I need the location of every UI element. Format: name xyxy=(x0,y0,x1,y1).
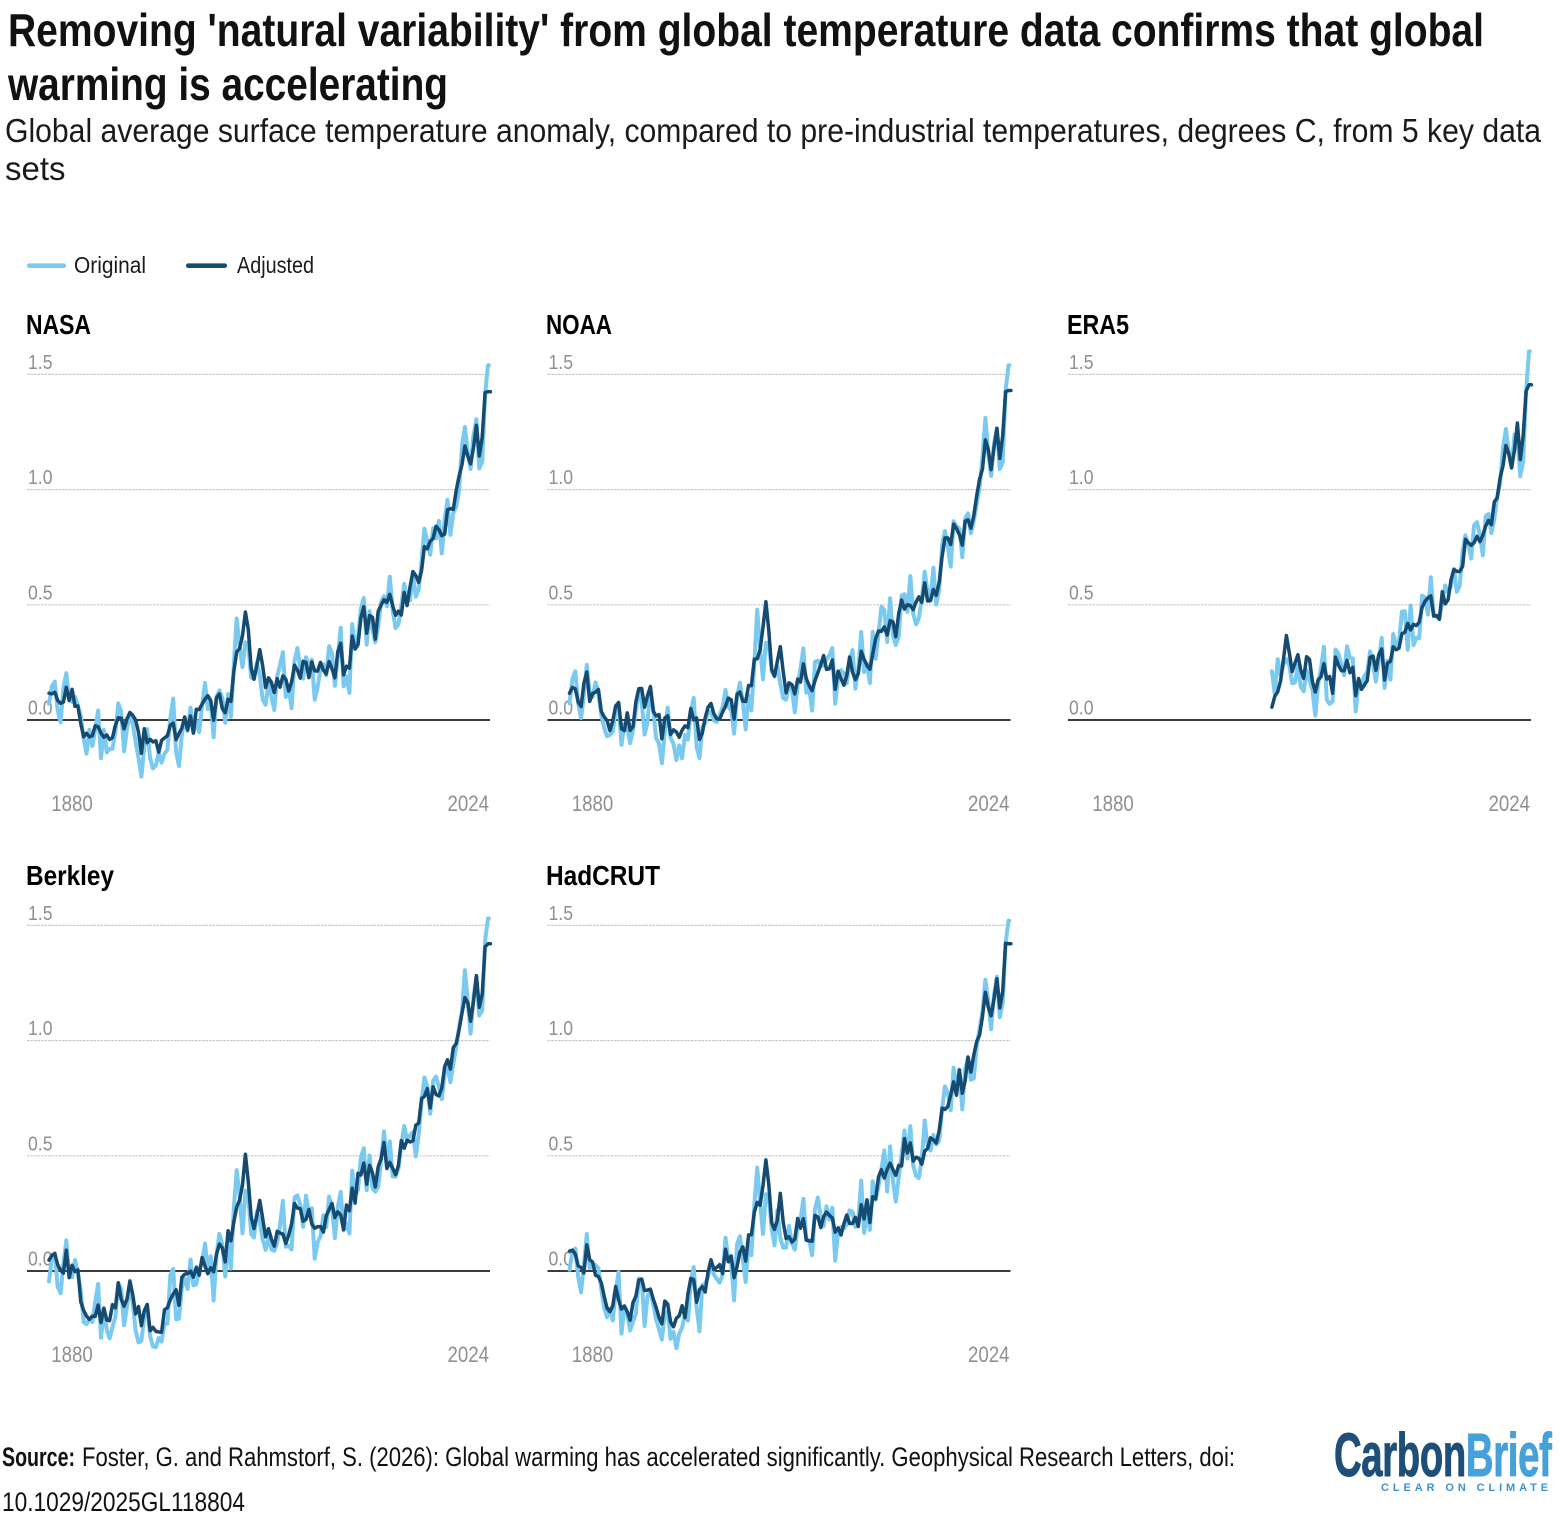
svg-text:0.0: 0.0 xyxy=(28,1249,53,1271)
svg-text:Global average surface tempera: Global average surface temperature anoma… xyxy=(5,112,1542,149)
svg-text:2024: 2024 xyxy=(448,791,490,816)
svg-text:Foster, G. and Rahmstorf, S. (: Foster, G. and Rahmstorf, S. (2026): Glo… xyxy=(82,1442,1235,1472)
svg-text:NASA: NASA xyxy=(26,309,91,340)
svg-text:0.5: 0.5 xyxy=(28,582,53,604)
svg-text:10.1029/2025GL118804: 10.1029/2025GL118804 xyxy=(2,1487,245,1517)
svg-text:1.5: 1.5 xyxy=(549,903,574,925)
svg-text:1.5: 1.5 xyxy=(28,352,53,374)
svg-text:0.5: 0.5 xyxy=(549,1133,574,1155)
svg-text:1.0: 1.0 xyxy=(28,467,53,489)
svg-text:CarbonBrief: CarbonBrief xyxy=(1334,1421,1553,1489)
svg-text:0.0: 0.0 xyxy=(549,698,574,720)
svg-text:ERA5: ERA5 xyxy=(1067,309,1129,340)
svg-text:CLEAR ON CLIMATE: CLEAR ON CLIMATE xyxy=(1381,1482,1552,1494)
svg-text:Removing 'natural variability': Removing 'natural variability' from glob… xyxy=(8,4,1484,56)
svg-text:1880: 1880 xyxy=(572,791,614,816)
svg-text:1.0: 1.0 xyxy=(549,467,574,489)
svg-text:0.0: 0.0 xyxy=(549,1249,574,1271)
svg-text:2024: 2024 xyxy=(448,1342,490,1367)
svg-text:2024: 2024 xyxy=(1489,791,1531,816)
svg-text:2024: 2024 xyxy=(968,1342,1010,1367)
svg-text:1.5: 1.5 xyxy=(549,352,574,374)
svg-text:1.0: 1.0 xyxy=(28,1018,53,1040)
svg-text:1.5: 1.5 xyxy=(28,903,53,925)
svg-text:warming is accelerating: warming is accelerating xyxy=(7,58,448,110)
svg-text:1880: 1880 xyxy=(51,791,93,816)
svg-text:1880: 1880 xyxy=(1092,791,1134,816)
svg-text:0.0: 0.0 xyxy=(28,698,53,720)
svg-text:0.5: 0.5 xyxy=(1069,582,1094,604)
svg-text:0.5: 0.5 xyxy=(549,582,574,604)
svg-text:1.0: 1.0 xyxy=(549,1018,574,1040)
svg-text:Adjusted: Adjusted xyxy=(237,252,314,278)
svg-text:NOAA: NOAA xyxy=(546,309,612,340)
svg-text:0.5: 0.5 xyxy=(28,1133,53,1155)
svg-text:HadCRUT: HadCRUT xyxy=(546,860,660,891)
svg-text:Source:: Source: xyxy=(2,1442,75,1472)
svg-text:Berkley: Berkley xyxy=(26,860,114,891)
svg-text:1880: 1880 xyxy=(572,1342,614,1367)
svg-text:1.5: 1.5 xyxy=(1069,352,1094,374)
svg-text:sets: sets xyxy=(5,150,66,187)
svg-text:2024: 2024 xyxy=(968,791,1010,816)
svg-text:0.0: 0.0 xyxy=(1069,698,1094,720)
svg-text:1.0: 1.0 xyxy=(1069,467,1094,489)
svg-text:Original: Original xyxy=(74,252,146,278)
svg-text:1880: 1880 xyxy=(51,1342,93,1367)
